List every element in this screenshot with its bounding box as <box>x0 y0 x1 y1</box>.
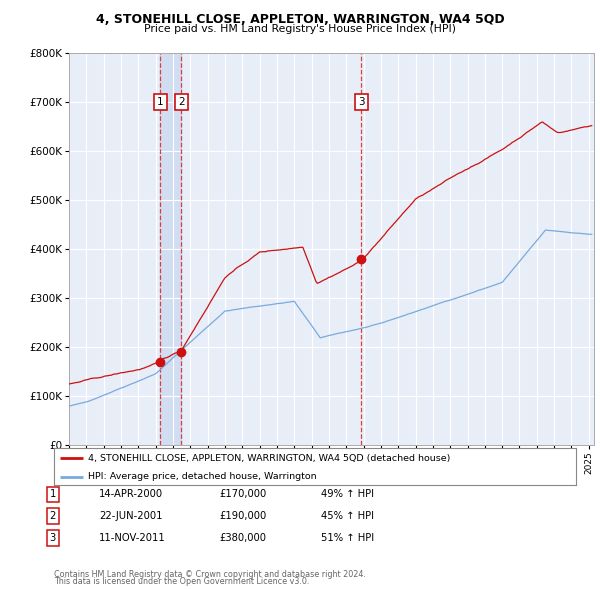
Text: 1: 1 <box>50 490 56 499</box>
Text: 51% ↑ HPI: 51% ↑ HPI <box>321 533 374 543</box>
Text: Contains HM Land Registry data © Crown copyright and database right 2024.: Contains HM Land Registry data © Crown c… <box>54 571 366 579</box>
Text: HPI: Average price, detached house, Warrington: HPI: Average price, detached house, Warr… <box>88 473 317 481</box>
Text: 3: 3 <box>358 97 364 107</box>
Text: This data is licensed under the Open Government Licence v3.0.: This data is licensed under the Open Gov… <box>54 578 310 586</box>
Text: 14-APR-2000: 14-APR-2000 <box>99 490 163 499</box>
Text: £170,000: £170,000 <box>219 490 266 499</box>
Text: 3: 3 <box>50 533 56 543</box>
Text: £380,000: £380,000 <box>219 533 266 543</box>
Text: 11-NOV-2011: 11-NOV-2011 <box>99 533 166 543</box>
Text: 2: 2 <box>50 512 56 521</box>
Bar <box>160 53 181 445</box>
Text: 4, STONEHILL CLOSE, APPLETON, WARRINGTON, WA4 5QD: 4, STONEHILL CLOSE, APPLETON, WARRINGTON… <box>95 13 505 26</box>
Text: 22-JUN-2001: 22-JUN-2001 <box>99 512 163 521</box>
Text: £190,000: £190,000 <box>219 512 266 521</box>
Text: 49% ↑ HPI: 49% ↑ HPI <box>321 490 374 499</box>
Text: 2: 2 <box>178 97 184 107</box>
Text: Price paid vs. HM Land Registry's House Price Index (HPI): Price paid vs. HM Land Registry's House … <box>144 24 456 34</box>
Text: 4, STONEHILL CLOSE, APPLETON, WARRINGTON, WA4 5QD (detached house): 4, STONEHILL CLOSE, APPLETON, WARRINGTON… <box>88 454 451 463</box>
Text: 1: 1 <box>157 97 164 107</box>
Text: 45% ↑ HPI: 45% ↑ HPI <box>321 512 374 521</box>
